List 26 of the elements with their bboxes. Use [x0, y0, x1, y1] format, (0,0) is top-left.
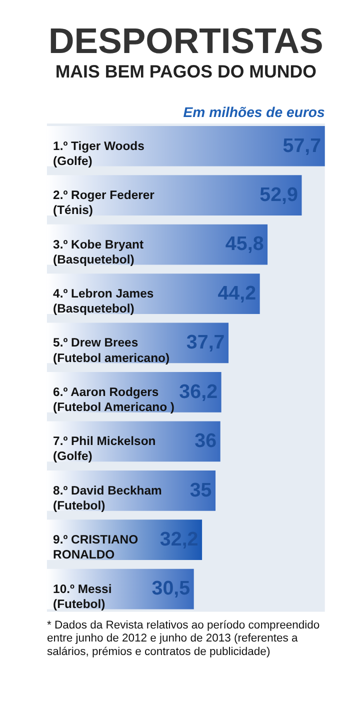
data-label: 45,8	[225, 233, 264, 256]
bar	[46, 126, 325, 166]
chart-subtitle: MAIS BEM PAGOS DO MUNDO	[55, 61, 317, 82]
text: Em milhões de euros	[183, 104, 326, 120]
y-tick-label: 3.º Kobe Bryant (Basquetebol)	[53, 237, 144, 266]
data-label: 35	[190, 479, 212, 502]
data-label: 36	[194, 430, 217, 452]
chart-title: DESPORTISTAS	[48, 21, 324, 62]
y-tick-label: 1.º Tiger Woods (Golfe)	[53, 138, 145, 168]
y-tick-label: 2.º Roger Federer (Ténis)	[53, 188, 155, 218]
y-tick-label: 5.º Drew Brees (Futebol americano)	[53, 336, 170, 365]
y-tick-label: 6.º Aaron Rodgers (Futebol Americano )	[53, 384, 174, 414]
data-label: 30,5	[152, 578, 190, 600]
data-label: 52,9	[260, 184, 298, 206]
y-tick-label: 7.º Phil Mickelson (Golfe)	[53, 434, 156, 464]
y-tick-label: 9.º CRISTIANO RONALDO	[53, 532, 138, 562]
data-label: 36,2	[179, 380, 218, 403]
y-tick-label: 8.º David Beckham (Futebol)	[53, 483, 162, 512]
y-tick-label: 10.º Messi (Futebol)	[53, 582, 112, 611]
y-tick-label: 4.º Lebron James (Basquetebol)	[53, 286, 154, 316]
data-label: 57,7	[282, 134, 322, 157]
text: * Dados da Revista relativos ao período compreendido entre junho de 2012 e junho de 2013 (referentes a salários, prémios e contratos de publicidade)	[46, 620, 320, 658]
data-label: 37,7	[186, 332, 225, 354]
data-label: 44,2	[218, 282, 256, 304]
data-label: 32,2	[160, 528, 198, 550]
bar	[46, 175, 302, 216]
